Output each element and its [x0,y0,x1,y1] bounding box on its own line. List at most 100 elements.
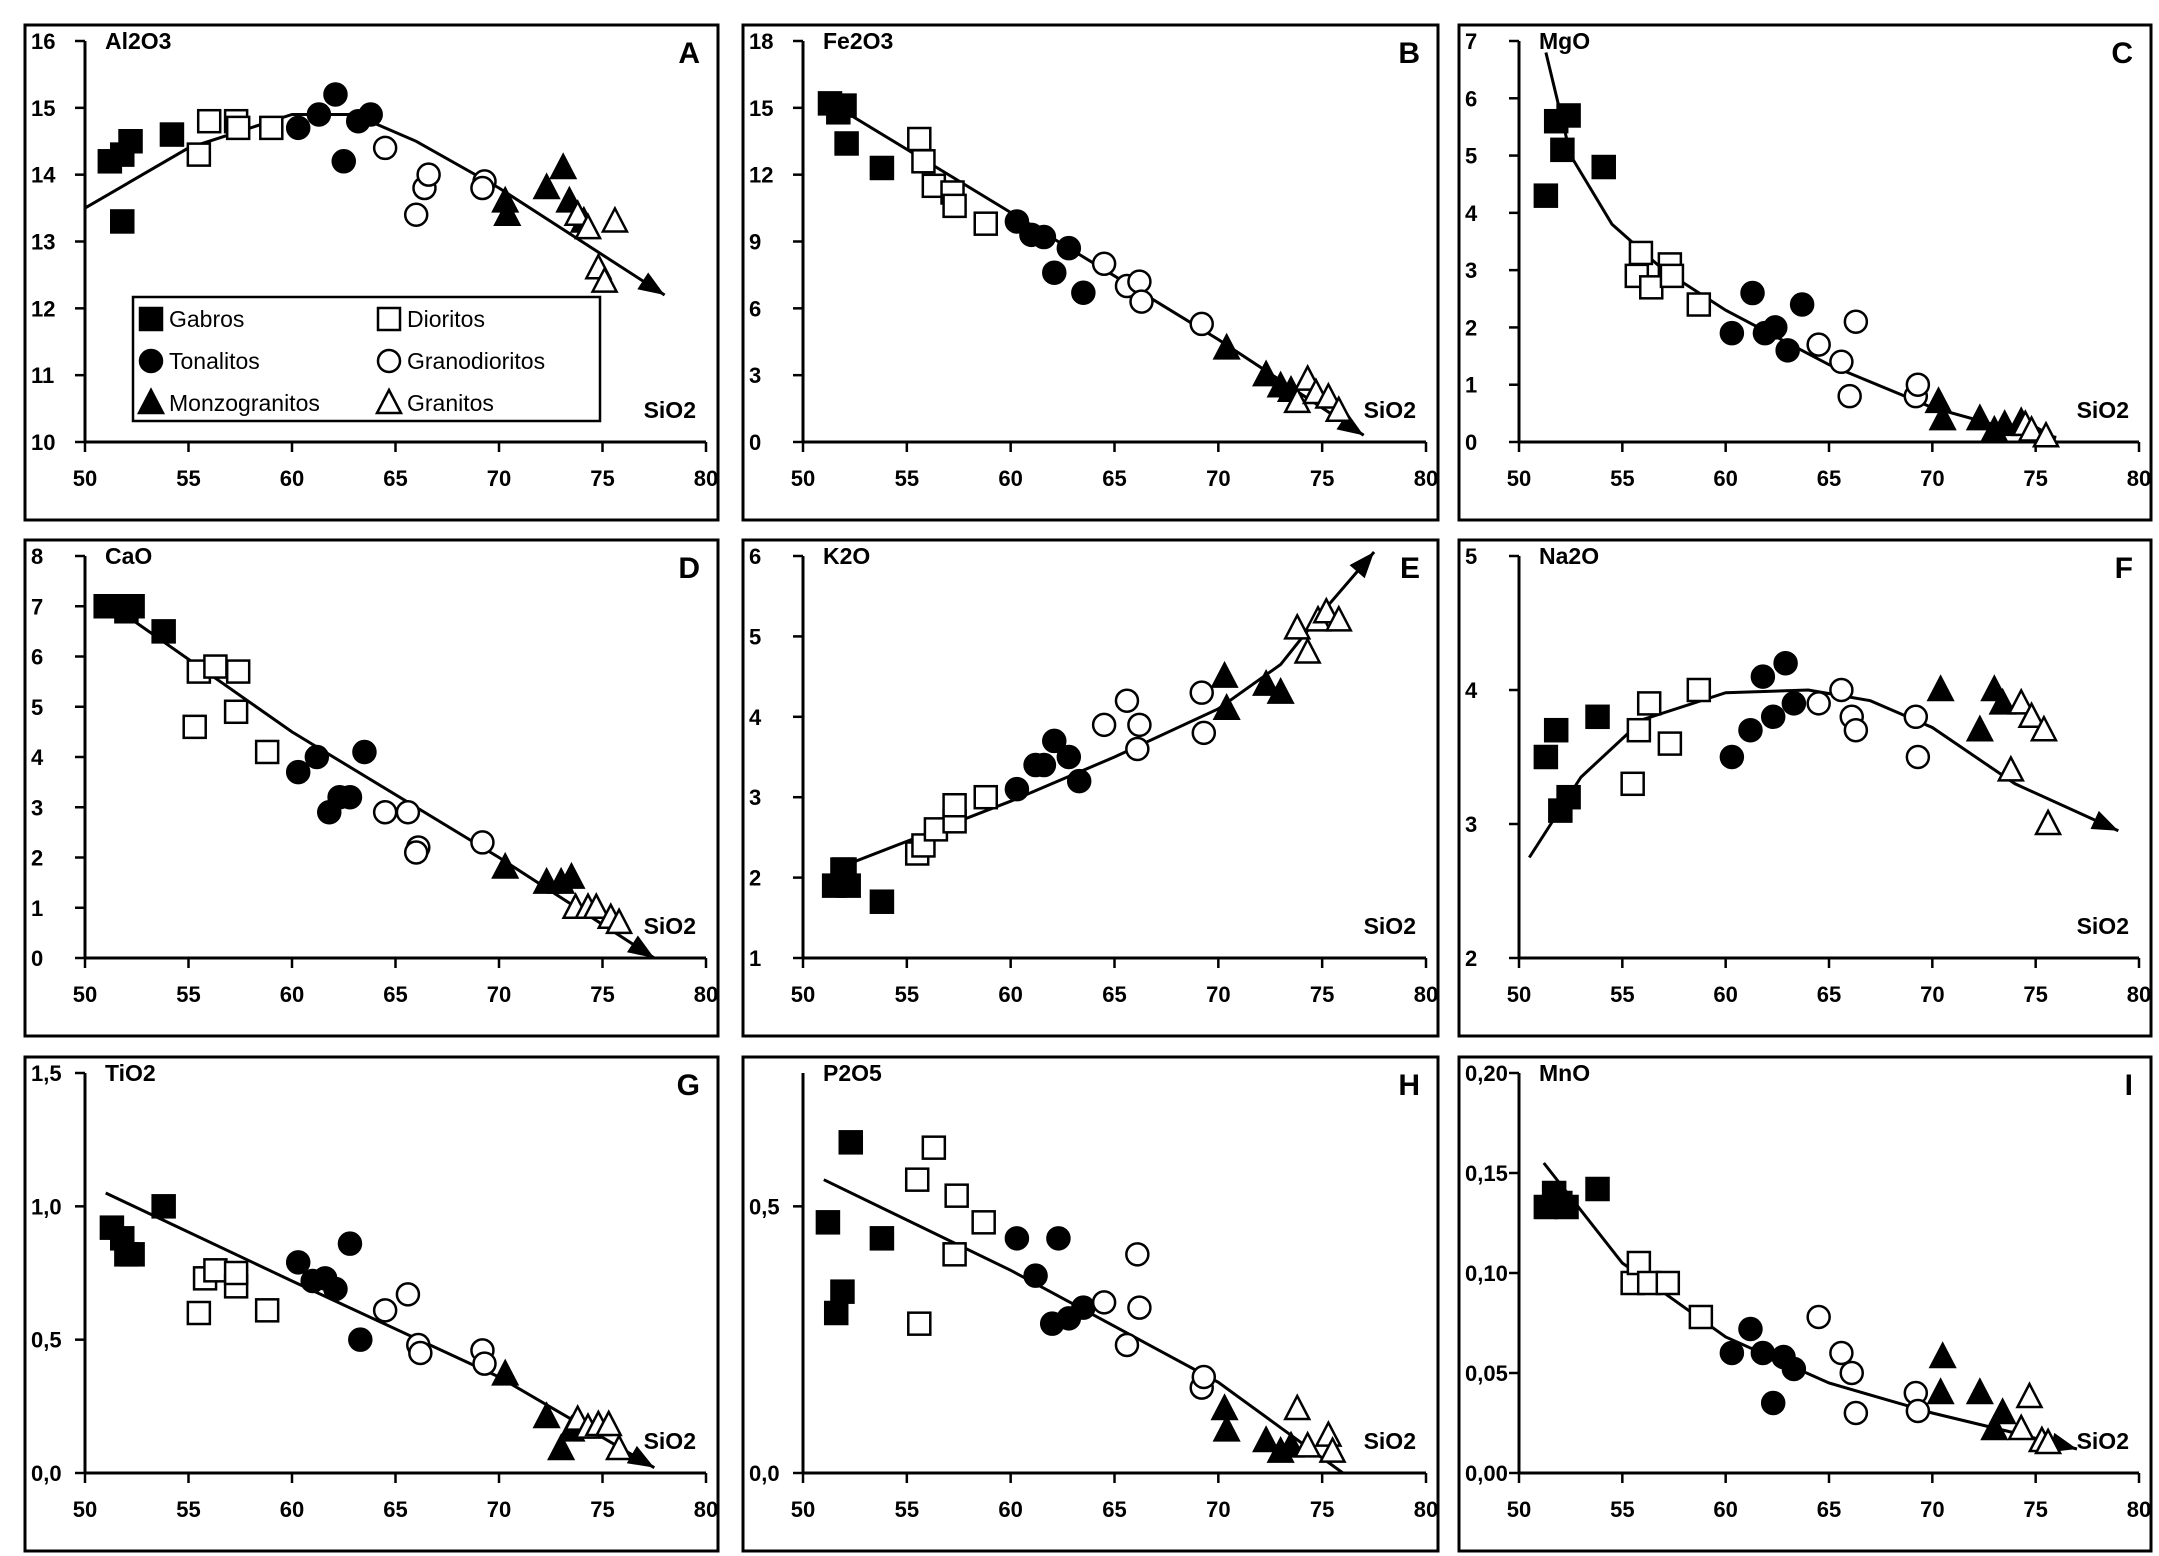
panel-g-point-monzogranitos [547,1433,576,1461]
panel-a-x-tick-label: 65 [383,466,407,491]
panel-e-point-tonalitos [1004,776,1030,802]
panel-g-point-gabros [151,1194,176,1219]
panel-d-letter: D [678,552,700,585]
panel-e-x-tick-label: 60 [998,982,1022,1007]
panel-a-point-dioritos [225,115,251,141]
panel-d-point-granodioritos [403,840,429,865]
panel-b-point-tonalitos [1056,235,1082,261]
panel-e-x-axis-label: SiO2 [1364,913,1416,939]
panel-c-point-granitos [2031,420,2061,448]
panel-b-x-tick-label: 60 [998,466,1022,491]
panel-c-y-tick-label: 7 [1465,29,1477,54]
panel-b-x-axis-label: SiO2 [1364,397,1416,423]
panel-b: 50 55 60 65 70 75 80 0 3 6 9 12 15 18 Fe2O3 B SiO2 [741,23,1440,522]
panel-a-x-tick-label: 70 [487,466,511,491]
panel-a-frame [23,23,720,522]
panel-f-x-tick-label: 60 [1713,982,1737,1007]
panel-c-point-granodioritos [1806,332,1831,357]
legend-label-dioritos: Dioritos [407,306,485,332]
panel-g-letter: G [677,1069,700,1102]
panel-a-y-tick-label: 12 [31,296,55,321]
panel-f-point-gabros [1556,784,1581,810]
legend-symbol-granitos [374,387,404,415]
panel-c-letter: C [2111,37,2133,70]
panel-g-trend-arrowhead [626,1445,655,1468]
panel-a-point-granitos [563,199,592,227]
panel-h-point-monzogranitos [1212,1414,1241,1442]
panel-d-point-granitos [604,907,634,935]
panel-a-point-dioritos [186,142,212,167]
panel-f-point-granitos [2029,714,2058,742]
panel-b-point-tonalitos [1071,280,1096,305]
panel-h-point-monzogranitos [1252,1425,1281,1453]
panel-b-y-tick-label: 18 [749,29,773,54]
panel-b-letter: B [1398,37,1420,70]
panel-g-x-tick-label: 65 [383,1497,407,1522]
panel-b-x-tick-label: 50 [791,466,815,491]
panel-f-point-tonalitos [1719,744,1745,770]
panel-h-point-granitos [1283,1393,1312,1421]
panel-c-point-granodioritos [1905,372,1931,397]
panel-a-point-monzogranitos [532,172,561,200]
panel-i-point-granitos [2034,1427,2063,1455]
panel-f-y-tick-label: 3 [1465,812,1477,837]
panel-c-point-monzogranitos [1928,403,1957,431]
panel-e-point-granitos [1324,604,1353,632]
panel-c-y-tick-label: 2 [1465,315,1477,340]
panel-i-point-granodioritos [1829,1340,1854,1366]
panel-i-x-tick-label: 60 [1713,1497,1737,1522]
panel-f-point-dioritos [1626,717,1652,743]
panel-h-y-tick-label: 0,0 [749,1461,780,1486]
panel-e-letter: E [1400,552,1420,585]
panel-g: 50 55 60 65 70 75 80 0,0 0,5 1,0 1,5 TiO2 G SiO2 [23,1055,720,1553]
panel-e-point-gabros [836,873,861,898]
panel-h-point-tonalitos [1071,1295,1096,1320]
panel-f-title: Na2O [1539,543,1599,569]
panel-a-point-gabros [159,122,185,147]
panel-h-point-tonalitos [1023,1263,1048,1288]
panel-e-point-tonalitos [1066,768,1092,794]
panel-e-point-tonalitos [1031,752,1057,778]
panel-h-x-axis-label: SiO2 [1364,1428,1416,1454]
panel-h-point-dioritos [944,1183,969,1208]
panel-g-y-tick-label: 1,5 [31,1061,62,1086]
panel-i-point-granodioritos [1839,1360,1864,1386]
panel-d-y-tick-label: 8 [31,544,43,569]
legend: Gabros Dioritos Tonalitos Granodioritos Monz… [131,295,602,423]
panel-d-y-tick-label: 2 [31,846,43,871]
panel-b-frame [741,23,1440,522]
panel-f-x-tick-label: 50 [1507,982,1531,1007]
panel-d-x-tick-label: 70 [487,982,511,1007]
panel-i-y-tick-label: 0,15 [1465,1161,1508,1186]
panel-f-point-gabros [1585,704,1610,730]
panel-b-point-granodioritos [1129,289,1154,314]
panel-g-point-granodioritos [408,1340,433,1366]
panel-h-point-gabros [823,1300,849,1326]
panel-i-point-monzogranitos [1926,1377,1955,1405]
panel-d-point-monzogranitos [557,861,586,889]
panel-g-x-axis-label: SiO2 [644,1428,696,1454]
panel-h-point-gabros [869,1226,895,1251]
panel-a-point-dioritos [259,115,284,141]
panel-h-point-gabros [830,1279,855,1304]
panel-i-x-axis-label: SiO2 [2077,1428,2129,1454]
panel-h-point-granodioritos [1191,1364,1217,1390]
panel-e-point-granodioritos [1125,736,1150,762]
panel-d-y-tick-label: 0 [31,946,43,971]
panel-e-point-dioritos [942,792,967,818]
panel-g-x-tick-label: 80 [694,1497,718,1522]
panel-a-y-tick-label: 15 [31,96,55,121]
panel-g-point-tonalitos [337,1231,363,1256]
panel-a-point-tonalitos [285,115,311,141]
panel-d-frame [23,538,720,1038]
panel-c-point-monzogranitos [1965,403,1994,431]
panel-e-point-granitos [1312,596,1341,624]
panel-a-y-tick-label: 11 [31,363,54,388]
panel-c-point-tonalitos [1775,338,1800,363]
panel-a-point-tonalitos [323,82,348,107]
panel-e-point-granitos [1283,612,1312,640]
panel-h-x-tick-label: 50 [791,1497,815,1522]
panel-e-x-tick-label: 50 [791,982,815,1007]
panel-h-x-tick-label: 60 [998,1497,1022,1522]
panel-f-point-dioritos [1657,731,1683,756]
